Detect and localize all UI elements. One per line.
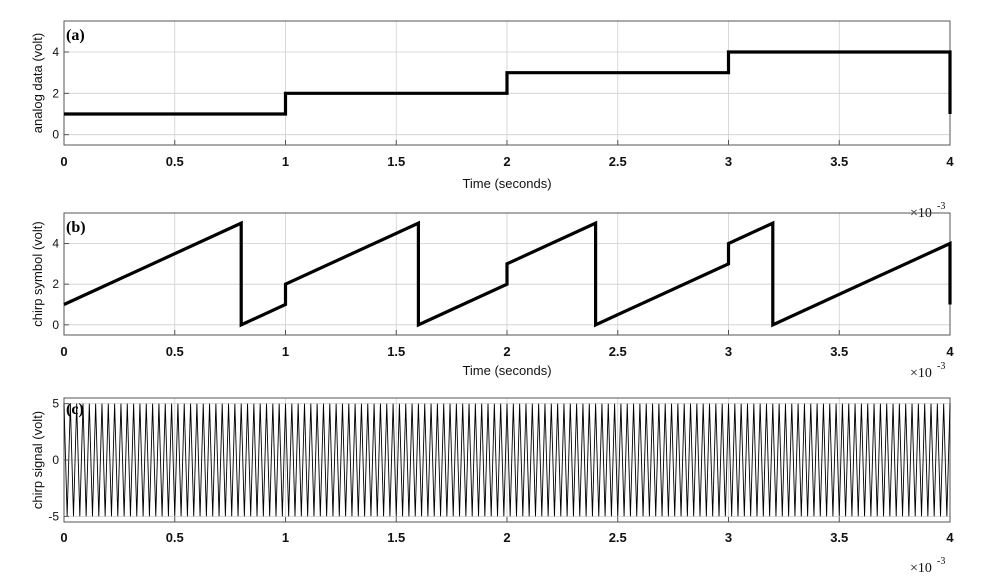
panel-c-x-multiplier: ×10 <box>910 561 932 576</box>
panel-c-x-ticks: 0 0.5 1 1.5 2 2.5 3 3.5 4 <box>60 517 954 545</box>
y-tick-label: 0 <box>52 453 59 467</box>
panel-a: 0 0.5 1 1.5 2 2.5 3 3.5 4 0 2 4 (a) Time (seconds)… <box>30 20 954 221</box>
x-tick-label: 0 <box>60 344 67 359</box>
y-tick-label: 4 <box>52 237 59 251</box>
series-line <box>63 220 952 328</box>
panel-c-series <box>63 403 951 517</box>
panel-b-series <box>63 220 952 328</box>
panel-b: 0 0.5 1 1.5 2 2.5 3 3.5 4 0 2 4 (b) Time (seconds)… <box>30 212 954 381</box>
x-tick-label: 0.5 <box>166 530 184 545</box>
series-line <box>64 50 952 116</box>
x-tick-label: 0 <box>60 530 67 545</box>
x-tick-label: 4 <box>946 530 954 545</box>
panel-b-x-multiplier-exponent: -3 <box>937 361 945 372</box>
x-tick-label: 1 <box>282 344 289 359</box>
panel-a-x-axis-label: Time (seconds) <box>462 176 551 191</box>
x-tick-label: 3 <box>725 530 732 545</box>
x-tick-label: 2 <box>503 344 510 359</box>
panel-c-y-axis-label: chirp signal (volt) <box>30 411 45 509</box>
x-tick-label: 2.5 <box>609 344 627 359</box>
x-tick-label: 4 <box>946 154 954 169</box>
x-tick-label: 2 <box>503 530 510 545</box>
x-tick-label: 0.5 <box>166 154 184 169</box>
panel-b-label: (b) <box>66 219 86 236</box>
x-tick-label: 1.5 <box>387 344 405 359</box>
panel-a-y-ticks: 0 2 4 <box>52 45 69 142</box>
x-tick-label: 3.5 <box>830 154 848 169</box>
x-tick-label: 1 <box>282 530 289 545</box>
panel-c-label: (c) <box>66 401 84 418</box>
x-tick-label: 3.5 <box>830 530 848 545</box>
x-tick-label: 4 <box>946 344 954 359</box>
y-tick-label: 2 <box>52 277 59 291</box>
y-tick-label: 2 <box>52 86 59 100</box>
panel-a-x-multiplier-exponent: -3 <box>937 201 945 212</box>
y-tick-label: 4 <box>52 45 59 59</box>
y-tick-label: 0 <box>52 318 59 332</box>
panel-c: 0 0.5 1 1.5 2 2.5 3 3.5 4 -505 (c) chirp signal … <box>30 397 954 576</box>
x-tick-label: 3 <box>725 344 732 359</box>
panel-a-x-ticks: 0 0.5 1 1.5 2 2.5 3 3.5 4 <box>60 140 954 169</box>
panel-b-x-ticks: 0 0.5 1 1.5 2 2.5 3 3.5 4 <box>60 330 954 359</box>
x-tick-label: 2.5 <box>609 530 627 545</box>
panel-b-x-multiplier: ×10 <box>910 366 932 381</box>
panel-c-x-multiplier-exponent: -3 <box>937 556 945 567</box>
x-tick-label: 2 <box>503 154 510 169</box>
x-tick-label: 0 <box>60 154 67 169</box>
x-tick-label: 0.5 <box>166 344 184 359</box>
x-tick-label: 1.5 <box>387 154 405 169</box>
x-tick-label: 1.5 <box>387 530 405 545</box>
panel-c-y-ticks: -5 0 5 <box>48 397 69 523</box>
panel-a-series <box>64 50 952 116</box>
series-line <box>63 403 951 517</box>
panel-b-y-ticks: 0 2 4 <box>52 237 69 332</box>
y-tick-label: 5 <box>52 397 59 411</box>
y-tick-label: 0 <box>52 128 59 142</box>
panel-a-y-axis-label: analog data (volt) <box>30 33 45 133</box>
x-tick-label: 2.5 <box>609 154 627 169</box>
x-tick-label: 3.5 <box>830 344 848 359</box>
panel-b-x-axis-label: Time (seconds) <box>462 363 551 378</box>
panel-b-y-axis-label: chirp symbol (volt) <box>30 221 45 326</box>
y-tick-label: -5 <box>48 509 59 523</box>
panel-a-label: (a) <box>66 27 85 44</box>
x-tick-label: 1 <box>282 154 289 169</box>
x-tick-label: 3 <box>725 154 732 169</box>
